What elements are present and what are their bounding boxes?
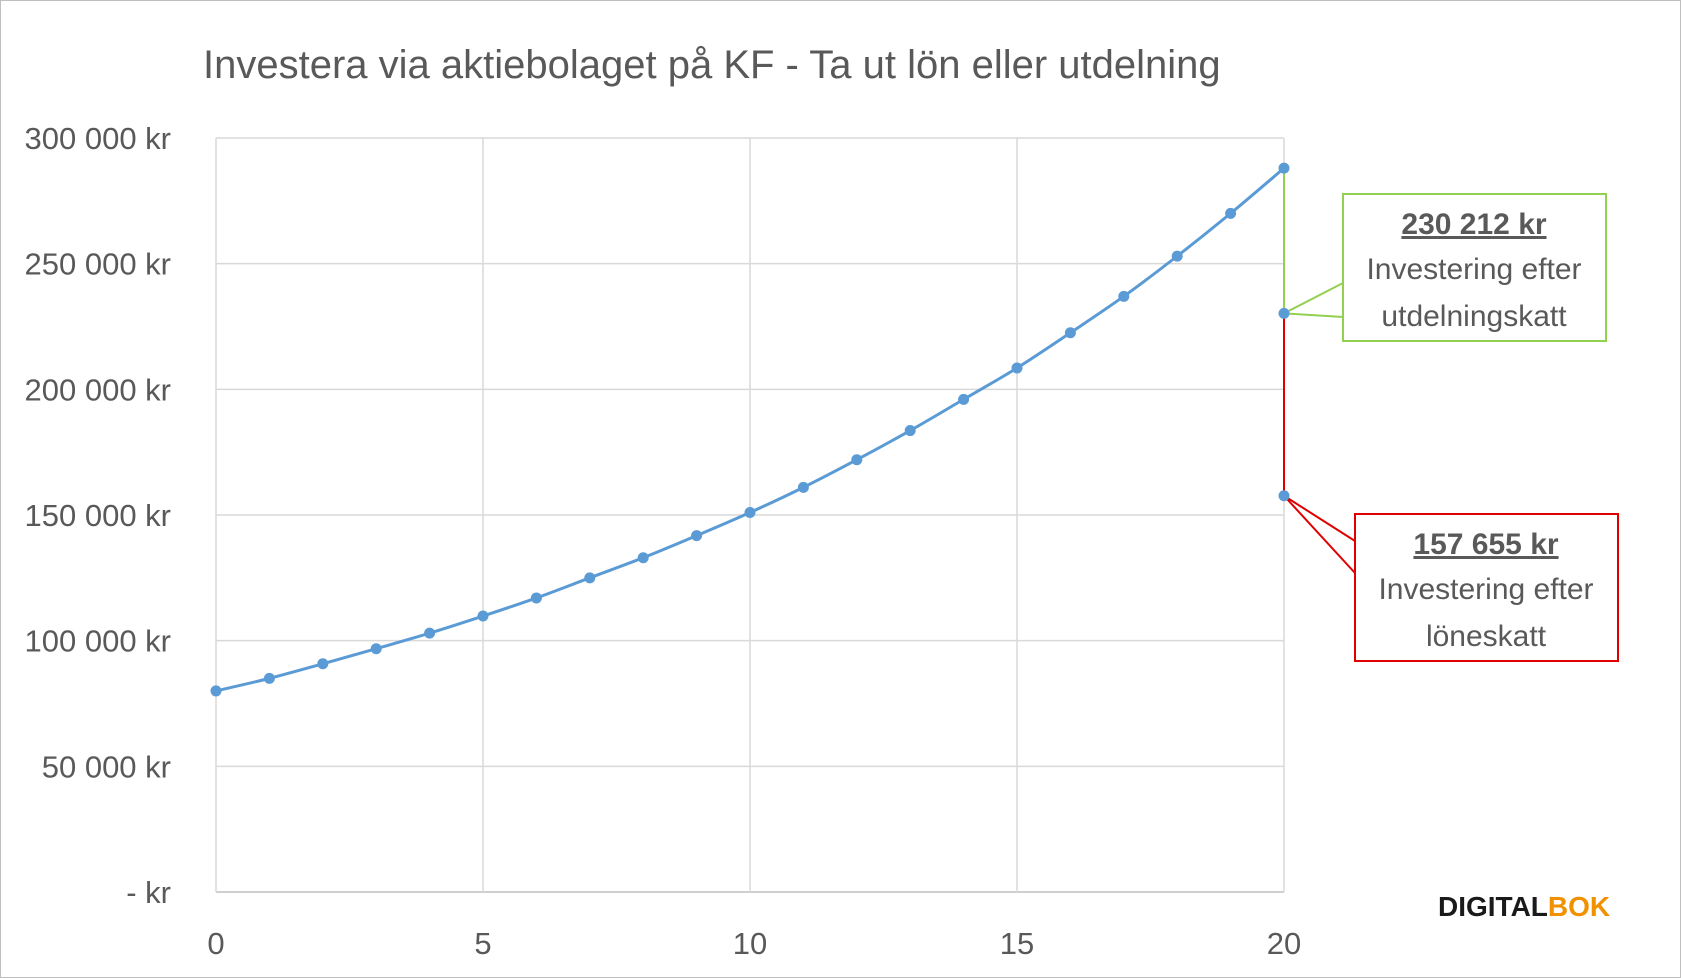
series-point (1171, 250, 1183, 262)
y-axis-ticks: - kr 50 000 kr 100 000 kr 150 000 kr 200 000… (25, 121, 172, 910)
highlight-points (1278, 307, 1290, 502)
series-point (744, 506, 756, 518)
series-point (904, 425, 916, 437)
series-point (1011, 362, 1023, 374)
callout-dividend-value: 230 212 kr (1401, 208, 1546, 241)
callout-dividend: 230 212 kr Investering efter utdelningsk… (1342, 193, 1607, 342)
x-tick-label: 5 (474, 926, 491, 961)
series-point (317, 658, 329, 670)
digitalbok-logo: DIGITALBOK (1438, 891, 1610, 922)
highlight-point (1278, 490, 1290, 502)
y-tick-label: 150 000 kr (25, 498, 172, 533)
x-tick-label: 10 (733, 926, 767, 961)
y-tick-label: 200 000 kr (25, 372, 172, 407)
callout-salary-line1: Investering efter (1378, 573, 1593, 606)
series-point (1118, 290, 1130, 302)
svg-text:DIGITALBOK: DIGITALBOK (1438, 891, 1610, 922)
y-tick-label: 50 000 kr (42, 749, 171, 784)
logo-part-bok: BOK (1548, 891, 1610, 922)
callout-salary-leader (1283, 494, 1356, 574)
highlight-point (1278, 307, 1290, 319)
x-axis-ticks: 0 5 10 15 20 (207, 926, 1301, 961)
series-group (210, 162, 1290, 697)
x-tick-label: 20 (1267, 926, 1301, 961)
callout-dividend-box (1342, 193, 1607, 342)
series-point (424, 627, 436, 639)
y-tick-label: - kr (126, 875, 171, 910)
callout-dividend-line2: utdelningskatt (1381, 300, 1567, 333)
series-point (797, 481, 809, 493)
series-point (210, 685, 222, 697)
callout-salary-value: 157 655 kr (1413, 528, 1558, 561)
callout-dividend-line1: Investering efter (1366, 253, 1581, 286)
x-tick-label: 0 (207, 926, 224, 961)
series-point (691, 530, 703, 542)
series-point (1225, 207, 1237, 219)
series-point (584, 572, 596, 584)
series-point (477, 610, 489, 622)
series-point (370, 643, 382, 655)
series-point (851, 454, 863, 466)
series-point (958, 393, 970, 405)
series-point (530, 592, 542, 604)
callout-salary: 157 655 kr Investering efter löneskatt (1354, 513, 1619, 662)
x-tick-label: 15 (1000, 926, 1034, 961)
callout-dividend-leader (1280, 282, 1344, 318)
y-tick-label: 250 000 kr (25, 247, 172, 282)
callout-salary-box (1354, 513, 1619, 662)
series-point (1278, 162, 1290, 174)
y-tick-label: 100 000 kr (25, 624, 172, 659)
series-point (263, 672, 275, 684)
y-tick-label: 300 000 kr (25, 121, 172, 156)
callout-salary-line2: löneskatt (1426, 620, 1547, 653)
chart-title: Investera via aktiebolaget på KF - Ta ut… (203, 43, 1221, 87)
logo-part-digital: DIGITAL (1438, 891, 1548, 922)
series-point (1064, 327, 1076, 339)
series-point (637, 552, 649, 564)
